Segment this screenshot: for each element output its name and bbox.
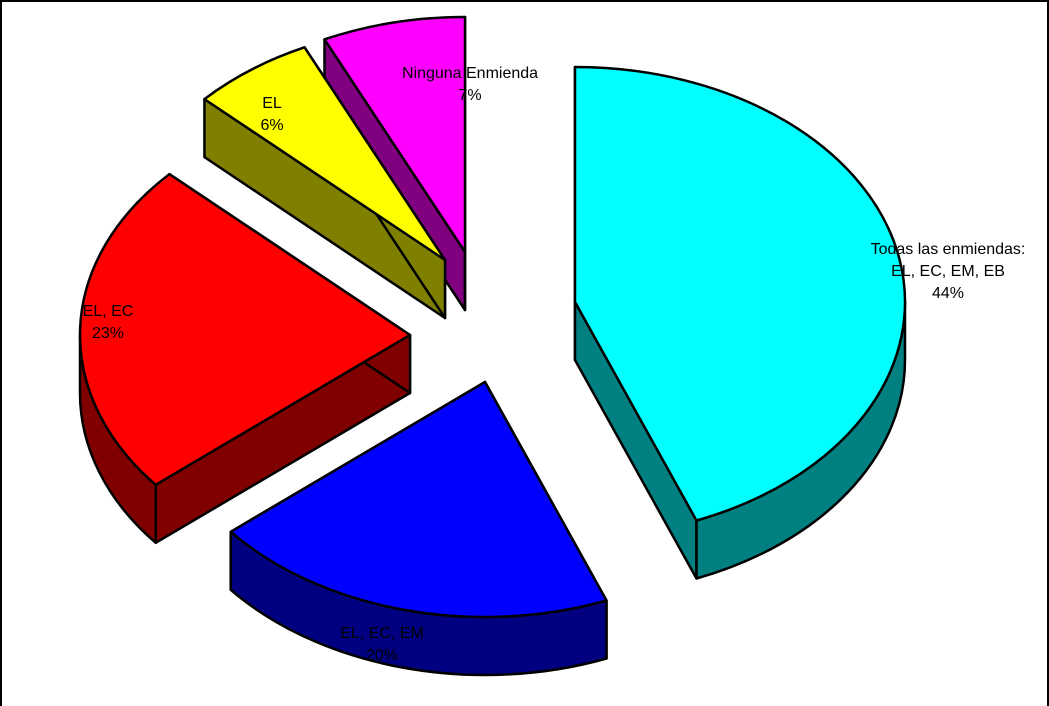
pie-slice-el bbox=[203, 46, 447, 320]
data-label-todas-las-enmiendas-el-ec-em-eb: Todas las enmiendas: EL, EC, EM, EB 44% bbox=[871, 241, 1026, 302]
slice-top bbox=[78, 172, 412, 487]
slice-top bbox=[229, 380, 608, 619]
slice-top bbox=[203, 46, 447, 262]
data-label-ninguna-enmienda: Ninguna Enmienda 7% bbox=[402, 65, 538, 104]
pie-slice-el-ec bbox=[78, 172, 412, 545]
slice-top bbox=[323, 15, 467, 254]
slice-top bbox=[573, 65, 907, 522]
data-label-el-ec: EL, EC 23% bbox=[83, 303, 134, 342]
pie-slice-el-ec-em bbox=[229, 380, 608, 677]
pie-slice-todas-las-enmiendas-el-ec-em-eb bbox=[573, 65, 907, 580]
data-label-el-ec-em: EL, EC, EM 20% bbox=[340, 625, 424, 664]
data-label-el: EL 6% bbox=[260, 95, 283, 134]
